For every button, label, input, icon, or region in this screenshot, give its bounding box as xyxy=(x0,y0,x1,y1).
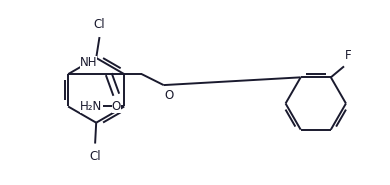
Text: H₂N: H₂N xyxy=(80,100,102,113)
Text: O: O xyxy=(112,100,121,113)
Text: O: O xyxy=(164,90,174,102)
Text: Cl: Cl xyxy=(89,150,101,163)
Text: NH: NH xyxy=(80,56,97,69)
Text: F: F xyxy=(345,49,352,62)
Text: Cl: Cl xyxy=(94,18,105,31)
